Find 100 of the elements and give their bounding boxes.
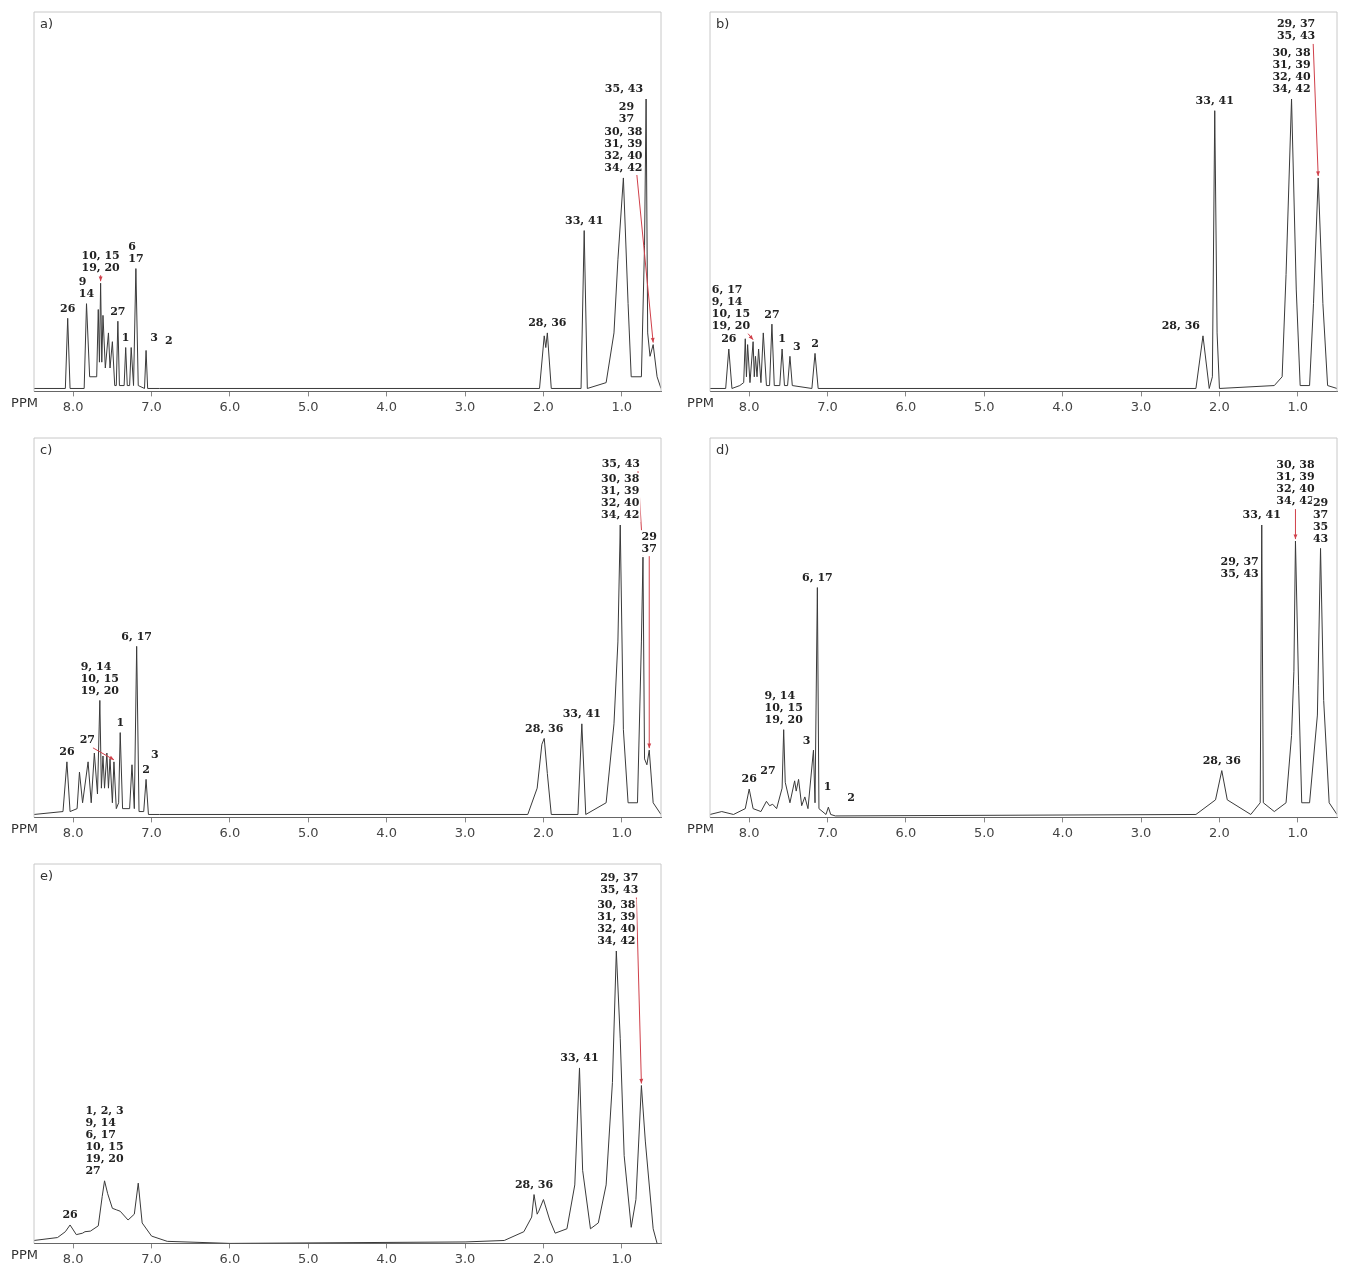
x-tick-label: 7.0 xyxy=(817,824,838,840)
annotation: 9, 14 10, 15 19, 20 xyxy=(764,689,804,727)
x-tick-label: 4.0 xyxy=(376,1250,398,1266)
annotation: 29, 37 35, 43 xyxy=(1276,17,1316,43)
chart-title: e) xyxy=(40,867,54,883)
annotation: 3 xyxy=(150,748,159,762)
x-tick-label: 8.0 xyxy=(62,398,84,414)
annotation: 1 xyxy=(121,330,130,344)
x-tick-label: 3.0 xyxy=(454,824,476,840)
x-tick-label: 7.0 xyxy=(141,824,162,840)
x-tick-label: 1.0 xyxy=(611,1250,633,1266)
annotation: 9 14 xyxy=(78,275,95,301)
x-tick-label: 6.0 xyxy=(895,398,917,414)
annotation: 35, 43 xyxy=(604,82,644,96)
annotation: 28, 36 xyxy=(514,1177,554,1191)
annotation: 29, 37 35, 43 xyxy=(600,870,639,896)
x-tick-label: 4.0 xyxy=(1052,824,1074,840)
annotation: 6, 17 xyxy=(121,629,152,643)
x-axis-title: PPM xyxy=(687,395,714,411)
annotation: 26 xyxy=(59,745,75,759)
x-tick-label: 2.0 xyxy=(1209,824,1230,840)
annotation: 29, 37 35, 43 xyxy=(1220,554,1259,580)
x-tick-label: 4.0 xyxy=(376,824,398,840)
x-tick-label: 6.0 xyxy=(219,824,241,840)
annotation: 30, 38 31, 39 32, 40 34, 42 xyxy=(604,125,643,175)
annotation: 35, 43 xyxy=(601,456,640,470)
x-tick-label: 6.0 xyxy=(219,398,241,414)
x-axis-title: PPM xyxy=(687,821,714,837)
x-tick-label: 2.0 xyxy=(533,1250,554,1266)
x-tick-label: 7.0 xyxy=(141,398,162,414)
annotation: 29 37 35 43 xyxy=(1312,495,1329,545)
annotation: 27 xyxy=(764,307,780,321)
x-tick-label: 2.0 xyxy=(1209,398,1230,414)
annotation: 27 xyxy=(110,304,126,318)
annotation: 33, 41 xyxy=(565,213,604,227)
annotation: 30, 38 31, 39 32, 40 34, 42 xyxy=(1272,46,1312,96)
annotation: 2 xyxy=(811,336,819,350)
x-tick-label: 8.0 xyxy=(738,398,760,414)
annotation: 28, 36 xyxy=(525,721,564,735)
annotation: 6 17 xyxy=(128,239,144,265)
x-tick-label: 7.0 xyxy=(141,1250,162,1266)
annotation: 26 xyxy=(721,332,737,346)
x-axis-title: PPM xyxy=(11,395,38,411)
annotation: 1 xyxy=(116,715,125,729)
annotation: 26 xyxy=(741,772,758,786)
x-tick-label: 8.0 xyxy=(62,1250,84,1266)
x-tick-label: 1.0 xyxy=(1287,398,1309,414)
annotation: 26 xyxy=(62,1208,79,1222)
x-tick-label: 1.0 xyxy=(611,824,633,840)
annotation: 28, 36 xyxy=(1161,319,1201,333)
x-tick-label: 8.0 xyxy=(62,824,84,840)
x-axis-title: PPM xyxy=(11,1247,38,1263)
x-tick-label: 5.0 xyxy=(297,398,319,414)
x-tick-label: 1.0 xyxy=(611,398,633,414)
annotation: 29 37 xyxy=(618,99,635,125)
x-tick-label: 6.0 xyxy=(895,824,917,840)
x-tick-label: 1.0 xyxy=(1287,824,1309,840)
x-tick-label: 2.0 xyxy=(533,824,554,840)
annotation: 28, 36 xyxy=(528,316,567,330)
annotation: 30, 38 31, 39 32, 40 34, 42 xyxy=(601,472,640,522)
x-tick-label: 5.0 xyxy=(973,824,995,840)
x-tick-label: 8.0 xyxy=(738,824,760,840)
annotation: 3 xyxy=(792,339,801,353)
annotation: 2 xyxy=(847,790,855,804)
x-tick-label: 4.0 xyxy=(376,398,398,414)
x-tick-label: 4.0 xyxy=(1052,398,1074,414)
annotation: 9, 14 10, 15 19, 20 xyxy=(80,659,120,697)
annotation: 30, 38 31, 39 32, 40 34, 42 xyxy=(597,898,636,948)
x-tick-label: 6.0 xyxy=(219,1250,241,1266)
chart-title: a) xyxy=(40,15,54,31)
x-tick-label: 3.0 xyxy=(454,398,476,414)
x-tick-label: 5.0 xyxy=(973,398,995,414)
x-tick-label: 3.0 xyxy=(454,1250,476,1266)
annotation: 27 xyxy=(760,764,776,778)
annotation: 6, 17 xyxy=(802,570,833,584)
annotation: 26 xyxy=(60,301,76,315)
annotation: 33, 41 xyxy=(560,1051,599,1065)
annotation: 33, 41 xyxy=(1242,508,1281,522)
chart-title: d) xyxy=(716,441,730,457)
annotation: 3 xyxy=(802,733,811,747)
annotation: 2 xyxy=(165,333,173,347)
annotation: 29 37 xyxy=(641,529,657,555)
x-tick-label: 3.0 xyxy=(1130,398,1152,414)
annotation: 33, 41 xyxy=(1195,94,1234,108)
annotation: 3 xyxy=(150,330,158,344)
x-tick-label: 5.0 xyxy=(297,1250,319,1266)
x-axis-title: PPM xyxy=(11,821,38,837)
chart-title: c) xyxy=(40,441,53,457)
chart-title: b) xyxy=(716,15,730,31)
annotation: 6, 17 9, 14 10, 15 19, 20 xyxy=(711,283,751,333)
annotation: 27 xyxy=(79,733,95,747)
annotation: 10, 15 19, 20 xyxy=(81,248,121,274)
annotation: 28, 36 xyxy=(1202,753,1242,767)
x-tick-label: 3.0 xyxy=(1130,824,1152,840)
annotation: 33, 41 xyxy=(562,707,601,721)
x-tick-label: 2.0 xyxy=(533,398,554,414)
annotation: 1 xyxy=(778,332,786,346)
x-tick-label: 5.0 xyxy=(297,824,319,840)
x-tick-label: 7.0 xyxy=(817,398,838,414)
annotation: 1, 2, 3 9, 14 6, 17 10, 15 19, 20 27 xyxy=(85,1104,125,1178)
